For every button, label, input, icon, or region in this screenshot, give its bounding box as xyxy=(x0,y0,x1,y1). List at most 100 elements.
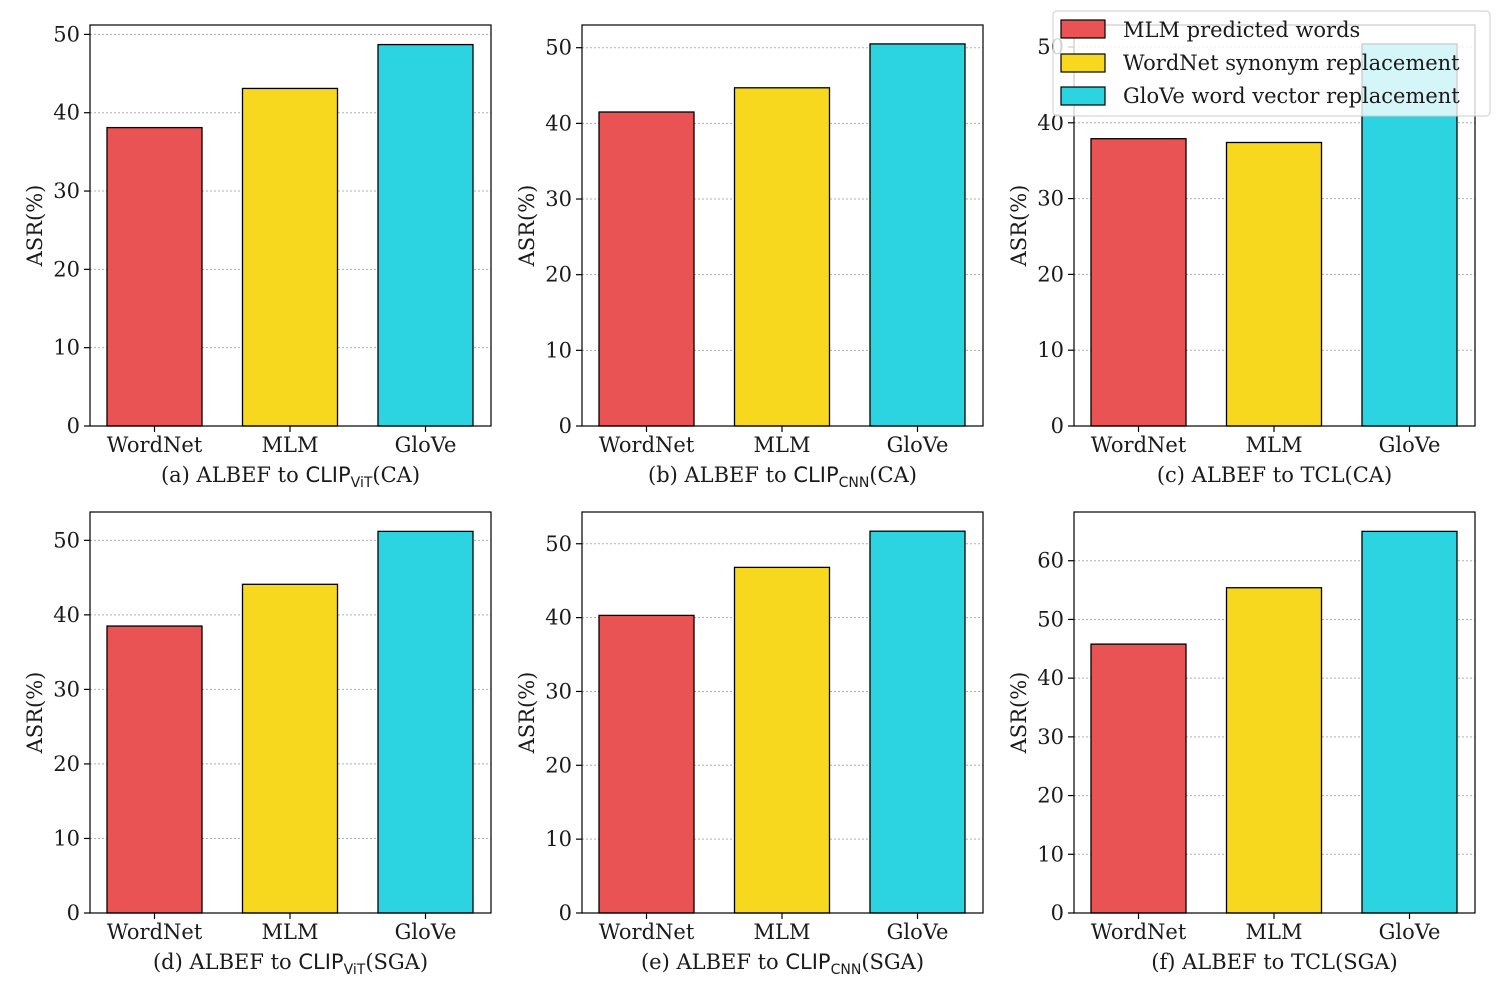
y-tick-label: 10 xyxy=(53,336,80,360)
y-tick-label: 30 xyxy=(53,179,80,203)
bar-glove xyxy=(869,530,966,914)
panel-caption: (c) ALBEF to TCL(CA) xyxy=(1157,463,1392,487)
y-tick-label: 10 xyxy=(545,827,572,851)
x-tick-label: MLM xyxy=(1246,433,1303,457)
y-tick-label: 30 xyxy=(545,187,572,211)
chart-panels: 0 10 20 30 40 50 WordNet MLM GloVe ASR(%) (a) ALBE… xyxy=(23,22,1476,978)
y-tick-label: 40 xyxy=(53,603,80,627)
axes-frame xyxy=(581,511,984,914)
y-tick-label: 40 xyxy=(1037,666,1064,690)
y-tick-label: 10 xyxy=(1037,338,1064,362)
x-tick-label: WordNet xyxy=(1091,920,1187,944)
bar-wordnet xyxy=(106,126,203,427)
y-tick-label: 30 xyxy=(545,679,572,703)
x-tick-label: GloVe xyxy=(395,920,457,944)
panel-caption: (e) ALBEF to CLIPCNN(SGA) xyxy=(641,950,924,978)
x-tick-label: WordNet xyxy=(107,433,203,457)
panel-caption: (b) ALBEF to CLIPCNN(CA) xyxy=(648,463,917,491)
x-tick-label: GloVe xyxy=(1379,920,1441,944)
y-tick-label: 20 xyxy=(53,257,80,281)
y-tick-label: 20 xyxy=(1037,784,1064,808)
y-tick-label: 50 xyxy=(53,528,80,552)
y-tick-label: 50 xyxy=(53,22,80,46)
chart-panel-f: 0 10 20 30 40 50 60 WordNet MLM GloVe ASR(%) (f) AL… xyxy=(1007,511,1476,974)
y-tick-label: 20 xyxy=(545,263,572,287)
axes-frame xyxy=(581,24,984,427)
bar-glove xyxy=(1361,530,1458,914)
x-tick-label: GloVe xyxy=(887,433,949,457)
y-tick-label: 20 xyxy=(53,752,80,776)
y-tick-label: 50 xyxy=(545,36,572,60)
bar-glove xyxy=(869,43,966,427)
axes-frame xyxy=(89,511,492,914)
y-axis-label: ASR(%) xyxy=(1007,185,1031,268)
legend-box xyxy=(1052,10,1491,117)
bar-wordnet xyxy=(106,625,203,914)
bar-mlm xyxy=(1225,587,1323,914)
legend: MLM predicted words WordNet synonym repl… xyxy=(1052,10,1491,117)
chart-panel-b: 0 10 20 30 40 50 WordNet MLM GloVe ASR(%) (b) ALBE… xyxy=(515,24,984,491)
y-tick-label: 0 xyxy=(559,901,572,925)
y-tick-label: 20 xyxy=(1037,262,1064,286)
legend-label-3: GloVe word vector replacement xyxy=(1123,84,1460,108)
y-tick-label: 40 xyxy=(53,101,80,125)
y-tick-label: 40 xyxy=(545,111,572,135)
x-tick-label: GloVe xyxy=(1379,433,1441,457)
chart-panel-d: 0 10 20 30 40 50 WordNet MLM GloVe ASR(%) (d) ALBE… xyxy=(23,511,492,978)
y-tick-label: 0 xyxy=(1051,414,1064,438)
x-tick-label: GloVe xyxy=(887,920,949,944)
bar-wordnet xyxy=(1090,643,1187,914)
legend-swatch-3 xyxy=(1060,86,1106,106)
x-tick-label: GloVe xyxy=(395,433,457,457)
y-tick-label: 0 xyxy=(67,901,80,925)
y-tick-label: 0 xyxy=(559,414,572,438)
y-axis-label: ASR(%) xyxy=(23,672,47,755)
y-tick-label: 0 xyxy=(67,414,80,438)
x-tick-label: WordNet xyxy=(599,433,695,457)
y-tick-label: 10 xyxy=(1037,842,1064,866)
bar-wordnet xyxy=(1090,138,1187,427)
chart-panel-a: 0 10 20 30 40 50 WordNet MLM GloVe ASR(%) (a) ALBE… xyxy=(23,22,492,491)
panel-caption: (f) ALBEF to TCL(SGA) xyxy=(1151,950,1397,974)
y-tick-label: 20 xyxy=(545,753,572,777)
y-tick-label: 10 xyxy=(53,826,80,850)
x-tick-label: MLM xyxy=(262,920,319,944)
y-tick-label: 50 xyxy=(1037,607,1064,631)
bar-wordnet xyxy=(598,614,695,914)
y-tick-label: 50 xyxy=(545,532,572,556)
bar-mlm xyxy=(1225,141,1323,427)
y-axis-label: ASR(%) xyxy=(23,185,47,268)
bar-glove xyxy=(377,43,474,427)
x-tick-label: MLM xyxy=(1246,920,1303,944)
bar-mlm xyxy=(733,87,831,427)
chart-panel-e: 0 10 20 30 40 50 WordNet MLM GloVe ASR(%) (e) ALBE… xyxy=(515,511,984,978)
x-tick-label: WordNet xyxy=(107,920,203,944)
y-tick-label: 10 xyxy=(545,338,572,362)
y-tick-label: 60 xyxy=(1037,549,1064,573)
y-tick-label: 30 xyxy=(53,677,80,701)
legend-label-1: MLM predicted words xyxy=(1123,18,1360,42)
legend-label-2: WordNet synonym replacement xyxy=(1123,51,1460,75)
axes-frame xyxy=(89,24,492,427)
bar-mlm xyxy=(733,566,831,914)
y-axis-label: ASR(%) xyxy=(515,672,539,755)
y-axis-label: ASR(%) xyxy=(1007,672,1031,755)
y-tick-label: 0 xyxy=(1051,901,1064,925)
legend-swatch-2 xyxy=(1060,53,1106,73)
y-tick-label: 40 xyxy=(545,606,572,630)
axes-frame xyxy=(1073,511,1476,914)
x-tick-label: MLM xyxy=(754,433,811,457)
x-tick-label: MLM xyxy=(262,433,319,457)
bar-wordnet xyxy=(598,111,695,427)
legend-swatch-1 xyxy=(1060,19,1106,39)
y-axis-label: ASR(%) xyxy=(515,185,539,268)
y-tick-label: 30 xyxy=(1037,187,1064,211)
bar-glove xyxy=(377,530,474,914)
x-tick-label: WordNet xyxy=(1091,433,1187,457)
x-tick-label: WordNet xyxy=(599,920,695,944)
bar-mlm xyxy=(241,583,339,914)
panel-caption: (d) ALBEF to CLIPViT(SGA) xyxy=(153,950,428,978)
panel-caption: (a) ALBEF to CLIPViT(CA) xyxy=(161,463,420,491)
x-tick-label: MLM xyxy=(754,920,811,944)
